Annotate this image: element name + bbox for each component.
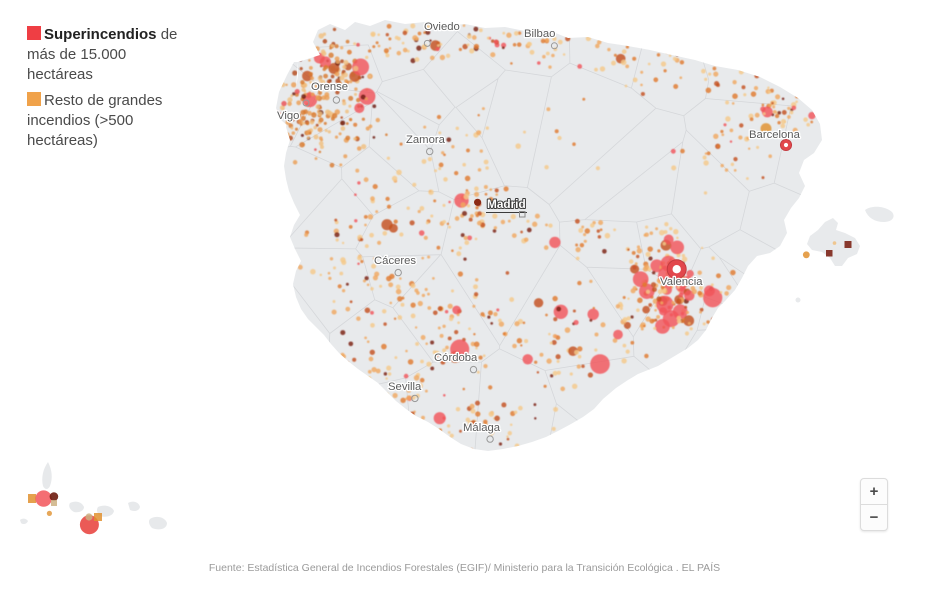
svg-text:Vigo: Vigo xyxy=(277,110,299,122)
svg-text:Madrid: Madrid xyxy=(487,197,526,211)
svg-text:Orense: Orense xyxy=(311,81,348,93)
svg-text:Córdoba: Córdoba xyxy=(434,352,478,364)
svg-text:Bilbao: Bilbao xyxy=(524,28,555,40)
svg-text:Sevilla: Sevilla xyxy=(388,381,422,393)
svg-text:Málaga: Málaga xyxy=(463,422,501,434)
svg-text:Cáceres: Cáceres xyxy=(374,255,416,267)
svg-text:Valencia: Valencia xyxy=(660,276,703,288)
svg-text:Oviedo: Oviedo xyxy=(424,21,460,33)
svg-text:Zamora: Zamora xyxy=(406,134,446,146)
svg-text:Barcelona: Barcelona xyxy=(749,129,801,141)
